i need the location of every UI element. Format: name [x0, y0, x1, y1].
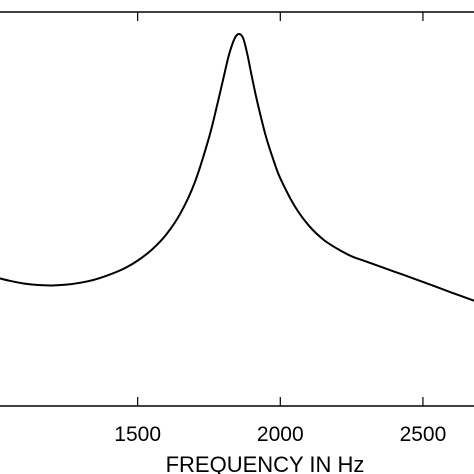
- plot-area: 1500 2000 2500: [0, 11, 474, 446]
- x-axis-title: FREQUENCY IN Hz: [166, 452, 365, 474]
- x-tick-label: 2500: [400, 423, 447, 446]
- plot-frame: [0, 11, 474, 407]
- x-tick-label: 1500: [114, 423, 161, 446]
- series-line: [0, 33, 474, 302]
- x-tick-label: 2000: [257, 423, 304, 446]
